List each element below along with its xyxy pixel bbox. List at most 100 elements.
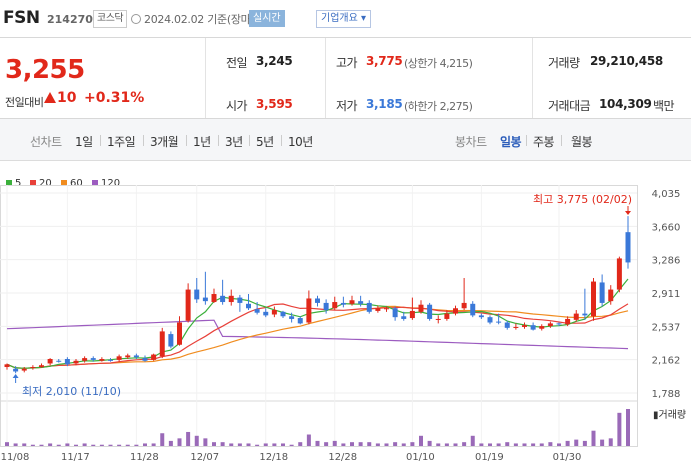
volume-bar (539, 443, 544, 446)
tab-5year[interactable]: 5년 (256, 135, 274, 149)
y-tick-label: 2,537 (652, 322, 681, 333)
legend-swatch (92, 180, 98, 186)
volume-bar (13, 443, 18, 446)
market-badge: 코스닥 (93, 10, 128, 28)
volume-bar (246, 443, 251, 446)
tab-10year[interactable]: 10년 (288, 135, 313, 149)
x-tick-label: 01/30 (553, 452, 582, 463)
candle-body (358, 301, 364, 304)
volume-bar (608, 438, 613, 446)
candle-body (418, 304, 424, 312)
volume-bar (531, 443, 536, 446)
volume-bar (289, 444, 294, 446)
volume-bar (48, 443, 53, 446)
volume-bar (212, 442, 216, 446)
ma5-line (6, 278, 629, 369)
volume-bar (358, 442, 363, 446)
candle-body (340, 302, 346, 305)
company-overview-button[interactable]: 기업개요 ▾ (316, 10, 372, 28)
prev-close-value: 3,245 (256, 54, 293, 68)
tab-weekly[interactable]: 주봉 (533, 135, 555, 149)
tab-1week[interactable]: 1주일 (107, 135, 136, 149)
candle-body (263, 311, 269, 316)
ma120-line (6, 319, 629, 350)
x-tick-label: 12/18 (259, 452, 288, 463)
lower-limit: (하한가 2,275) (404, 100, 473, 113)
chart-tab-bar (0, 119, 691, 161)
volume-bar (65, 443, 70, 446)
quote-date: 2024.02.02 기준(장마감) (131, 11, 265, 27)
candle-body (177, 322, 182, 345)
candle-body (56, 360, 62, 362)
candle-body (496, 321, 502, 323)
realtime-button[interactable]: 실시간 (249, 10, 285, 27)
candle-body (539, 326, 545, 329)
x-tick-label: 11/17 (61, 452, 90, 463)
divider (0, 118, 691, 119)
candle-body (125, 355, 131, 358)
candle-body (453, 308, 458, 314)
volume-bar (462, 442, 467, 446)
divider (100, 135, 101, 146)
candle-body (487, 317, 493, 323)
volume-bar (350, 442, 354, 446)
candle-body (384, 308, 389, 310)
volume-bar (74, 444, 78, 446)
company-overview-label: 기업개요 (321, 13, 358, 24)
candle-body (185, 289, 191, 321)
volume-bar (401, 443, 406, 446)
volume-bar (470, 435, 475, 446)
volume-bar (91, 444, 96, 446)
tab-daily[interactable]: 일봉 (500, 135, 522, 149)
volume-bar (203, 438, 208, 446)
volume-bar (617, 412, 622, 446)
tab-3month[interactable]: 3개월 (150, 135, 179, 149)
tab-1day[interactable]: 1일 (75, 135, 93, 149)
chevron-down-icon: ▾ (361, 13, 367, 24)
legend-ma120: 120 (92, 178, 120, 189)
divider (186, 135, 187, 146)
y-tick-label: 4,035 (652, 189, 681, 200)
candle-body (297, 318, 303, 324)
volume-bar (186, 431, 191, 446)
candle-chart-heading: 봉차트 (455, 135, 487, 149)
volume-bar (315, 440, 320, 446)
volume-bar (160, 433, 165, 446)
volume-bars (5, 409, 630, 446)
candle-body (461, 302, 467, 309)
candle-body (444, 313, 450, 319)
x-tick-label: 12/07 (190, 452, 219, 463)
candlestick-chart[interactable]: 4,035 3,660 3,286 2,911 2,537 2,162 1,788 11/08… (0, 165, 691, 475)
candle-body (168, 334, 174, 347)
volume-value: 29,210,458 (590, 54, 663, 68)
candle-body (625, 232, 631, 263)
high-value: 3,775 (366, 54, 403, 68)
tab-1year[interactable]: 1년 (193, 135, 211, 149)
volume-bar (168, 440, 173, 446)
volume-bar (281, 443, 285, 446)
candle-body (547, 323, 553, 327)
ma20-line (6, 303, 629, 369)
tab-3year[interactable]: 3년 (225, 135, 243, 149)
candle-body (409, 310, 415, 319)
y-tick-label: 3,660 (652, 222, 681, 233)
y-tick-label: 1,788 (652, 389, 681, 400)
y-tick-label: 2,162 (652, 356, 681, 367)
volume-bar (436, 443, 441, 446)
candle-body (392, 308, 398, 318)
candle-body (573, 313, 579, 320)
volume-bar (384, 443, 389, 446)
candle-body (47, 358, 53, 364)
tab-monthly[interactable]: 월봉 (571, 135, 593, 149)
candle-body (194, 289, 200, 300)
prev-close-label: 전일 (226, 56, 248, 70)
volume-bar (496, 443, 501, 446)
low-value: 3,185 (366, 97, 403, 111)
volume-bar (479, 443, 484, 446)
quote-date-value: 2024.02.02 (144, 13, 204, 26)
volume-bar (39, 444, 44, 446)
candle-body (228, 295, 234, 303)
candle-body (280, 311, 286, 317)
volume-bar (56, 444, 61, 446)
volume-bar (151, 443, 156, 446)
